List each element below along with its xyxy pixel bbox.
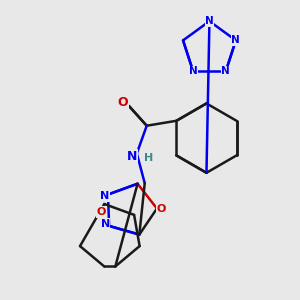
- Text: N: N: [100, 219, 110, 229]
- Text: N: N: [127, 150, 137, 163]
- Text: O: O: [156, 203, 166, 214]
- Text: N: N: [221, 66, 230, 76]
- Text: N: N: [189, 66, 197, 76]
- Text: O: O: [97, 207, 106, 217]
- Text: H: H: [144, 153, 153, 164]
- Text: N: N: [205, 16, 214, 26]
- Text: O: O: [118, 96, 128, 110]
- Text: N: N: [232, 35, 240, 45]
- Text: N: N: [100, 191, 110, 202]
